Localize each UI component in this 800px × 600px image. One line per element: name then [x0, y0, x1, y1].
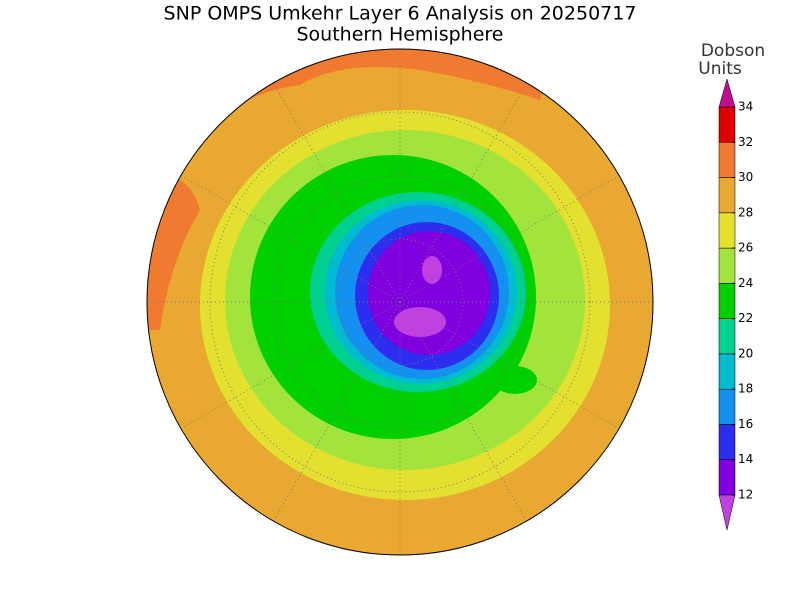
colorbar-tick-label: 22	[738, 311, 753, 325]
colorbar: 12 14 16 18 20 22 24 26 28 30 32 34	[718, 78, 753, 531]
colorbar-tick-label: 26	[738, 241, 753, 255]
contour-fill	[368, 231, 490, 355]
colorbar-segment	[718, 247, 736, 284]
colorbar-tick-label: 12	[738, 488, 753, 502]
colorbar-segment	[718, 283, 736, 319]
colorbar-under	[718, 494, 736, 531]
colorbar-tick-label: 20	[738, 346, 753, 360]
colorbar-segment	[718, 212, 736, 249]
colorbar-label: Units	[698, 59, 742, 79]
colorbar-segment	[718, 424, 736, 460]
colorbar-segment	[718, 353, 736, 390]
colorbar-tick-label: 18	[738, 382, 753, 396]
colorbar-tick-label: 32	[738, 135, 753, 149]
colorbar-tick-label: 14	[738, 452, 753, 466]
colorbar-segment	[718, 459, 736, 496]
contour-fill	[394, 307, 446, 337]
colorbar-segment	[718, 177, 736, 214]
map-border	[146, 48, 654, 556]
colorbar-segment	[718, 142, 736, 178]
colorbar-label: Dobson	[701, 41, 765, 61]
colorbar-tick-label: 34	[738, 100, 753, 114]
subtitle: Southern Hemisphere	[296, 24, 503, 46]
colorbar-tick-label: 28	[738, 205, 753, 219]
colorbar-tick-label: 30	[738, 170, 753, 184]
contour-fill	[493, 366, 537, 394]
colorbar-segment	[718, 106, 736, 143]
title: SNP OMPS Umkehr Layer 6 Analysis on 2025…	[164, 3, 637, 25]
colorbar-tick-label: 24	[738, 276, 753, 290]
colorbar-segment	[718, 318, 736, 355]
colorbar-segment	[718, 388, 736, 425]
contour-fill	[422, 256, 442, 284]
colorbar-tick-label: 16	[738, 417, 753, 431]
graticule	[147, 49, 653, 555]
colorbar-over	[718, 78, 736, 108]
